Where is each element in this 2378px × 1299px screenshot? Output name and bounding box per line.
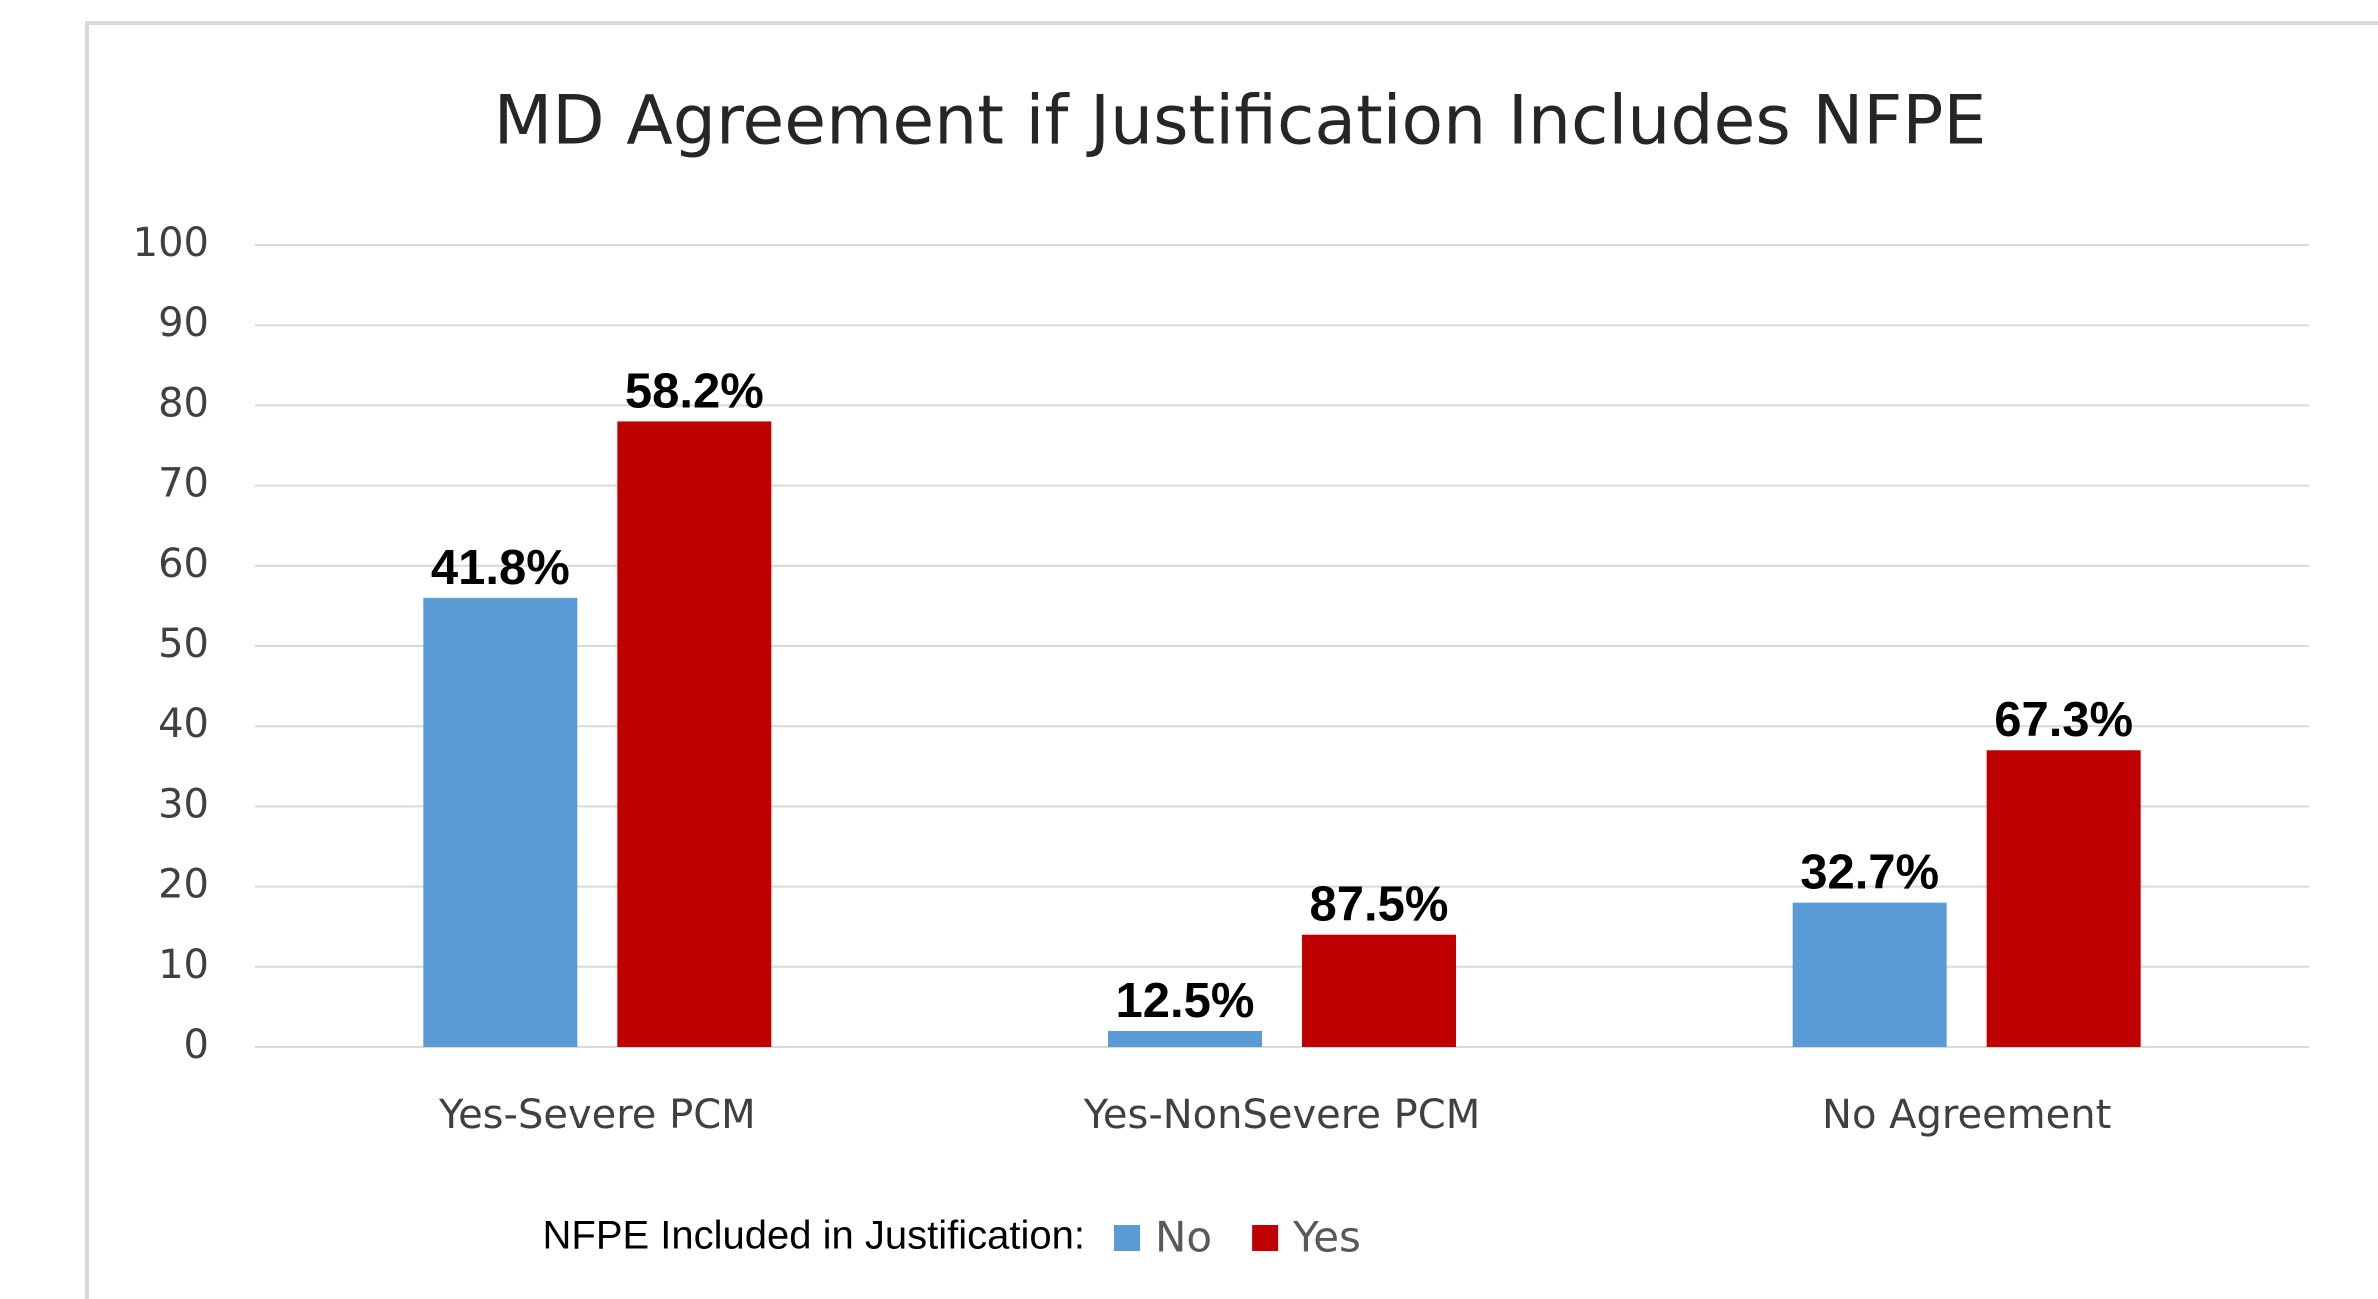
data-label: 67.3% <box>1994 693 2133 747</box>
legend-swatch <box>1114 1225 1140 1251</box>
legend-label: Yes <box>1292 1213 1361 1262</box>
y-tick-label: 60 <box>158 541 209 587</box>
y-tick-label: 50 <box>158 621 209 667</box>
data-label: 87.5% <box>1310 878 1449 932</box>
x-tick-label: Yes-Severe PCM <box>438 1092 756 1138</box>
y-tick-label: 10 <box>158 942 209 988</box>
x-tick-label: Yes-NonSevere PCM <box>1083 1092 1480 1138</box>
y-tick-label: 70 <box>158 461 209 507</box>
bar <box>617 421 772 1047</box>
data-label: 32.7% <box>1800 846 1939 900</box>
y-tick-label: 40 <box>158 701 209 747</box>
legend-label: No <box>1155 1213 1212 1262</box>
y-tick-label: 80 <box>158 380 209 426</box>
bar <box>1986 750 2141 1047</box>
y-tick-label: 90 <box>158 300 209 346</box>
data-label: 58.2% <box>625 364 764 418</box>
legend-title: NFPE Included in Justification: <box>543 1214 1085 1258</box>
bar <box>1792 902 1947 1047</box>
y-tick-label: 20 <box>158 862 209 908</box>
x-tick-label: No Agreement <box>1822 1092 2111 1138</box>
y-tick-label: 100 <box>133 220 209 266</box>
data-label: 12.5% <box>1116 974 1255 1028</box>
data-label: 41.8% <box>431 541 570 595</box>
legend-swatch <box>1252 1225 1279 1251</box>
y-tick-label: 30 <box>158 781 209 827</box>
chart-title: MD Agreement if Justification Includes N… <box>494 82 1987 161</box>
bar <box>423 597 578 1047</box>
y-tick-label: 0 <box>184 1022 209 1068</box>
bar <box>1302 934 1456 1047</box>
bar <box>1108 1030 1262 1047</box>
